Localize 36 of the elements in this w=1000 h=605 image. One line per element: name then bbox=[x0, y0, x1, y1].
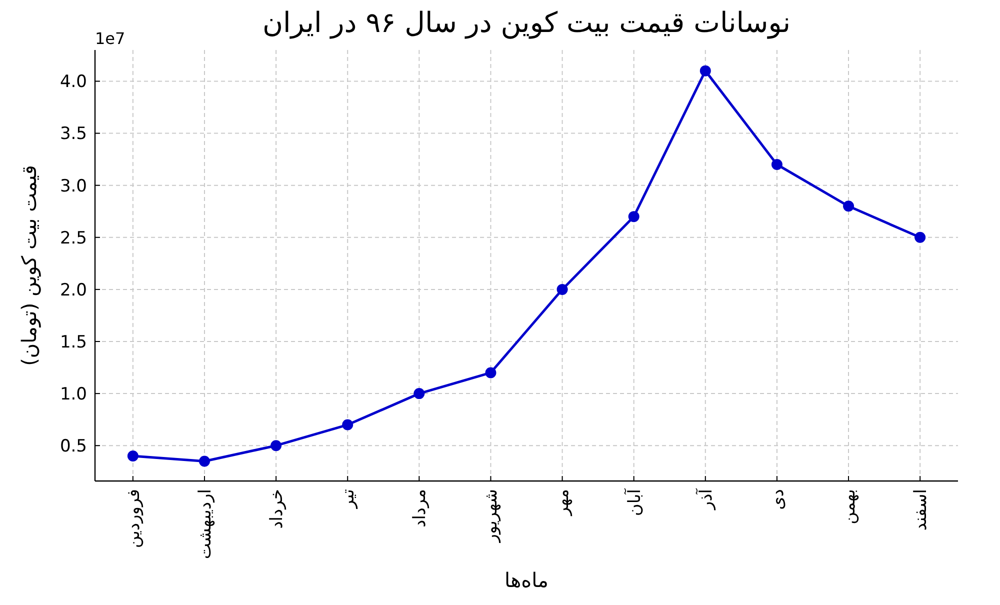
point bbox=[127, 450, 138, 462]
y-tick-label: 0.5 bbox=[60, 436, 87, 457]
x-tick-label: شهریور bbox=[482, 489, 502, 544]
y-axis-title: قیمت بیت کوین (تومان) bbox=[17, 165, 41, 366]
point bbox=[700, 65, 711, 76]
point bbox=[270, 440, 282, 452]
y-tick-label: 4.0 bbox=[60, 72, 87, 92]
y-tick-label: 3.5 bbox=[60, 124, 87, 144]
y-tick-label: 1.5 bbox=[60, 332, 87, 352]
y-tick-label: 2.0 bbox=[60, 280, 87, 300]
point bbox=[556, 284, 568, 295]
x-tick-label: بهمن bbox=[839, 489, 860, 524]
x-tick-label: آذر bbox=[695, 488, 716, 511]
x-tick-label: دی bbox=[768, 489, 788, 510]
point bbox=[414, 388, 425, 400]
y-tick-label: 1.0 bbox=[60, 384, 87, 404]
y-tick-label: 3.0 bbox=[60, 176, 87, 196]
point bbox=[771, 159, 782, 170]
x-tick-label: خرداد bbox=[266, 489, 287, 529]
x-tick-label: تیر bbox=[338, 488, 359, 510]
x-tick-label: اردیبهشت bbox=[195, 489, 216, 560]
x-tick-label: مرداد bbox=[410, 489, 430, 528]
x-axis-title: ماه‌ها bbox=[504, 568, 548, 592]
point bbox=[485, 367, 496, 378]
point bbox=[198, 456, 210, 467]
point bbox=[914, 232, 926, 243]
point bbox=[628, 211, 640, 222]
point bbox=[342, 419, 354, 430]
x-tick-label: اسفند bbox=[911, 489, 932, 531]
x-tick-label: فروردین bbox=[124, 489, 144, 548]
point bbox=[843, 200, 854, 212]
text: 1e7 bbox=[95, 29, 126, 48]
chart-title: نوسانات قیمت بیت کوین در سال ۹۶ در ایران bbox=[262, 6, 791, 39]
x-tick-label: مهر bbox=[553, 489, 574, 516]
y-tick-label: 2.5 bbox=[60, 228, 87, 248]
x-tick-label: آبان bbox=[624, 488, 645, 516]
